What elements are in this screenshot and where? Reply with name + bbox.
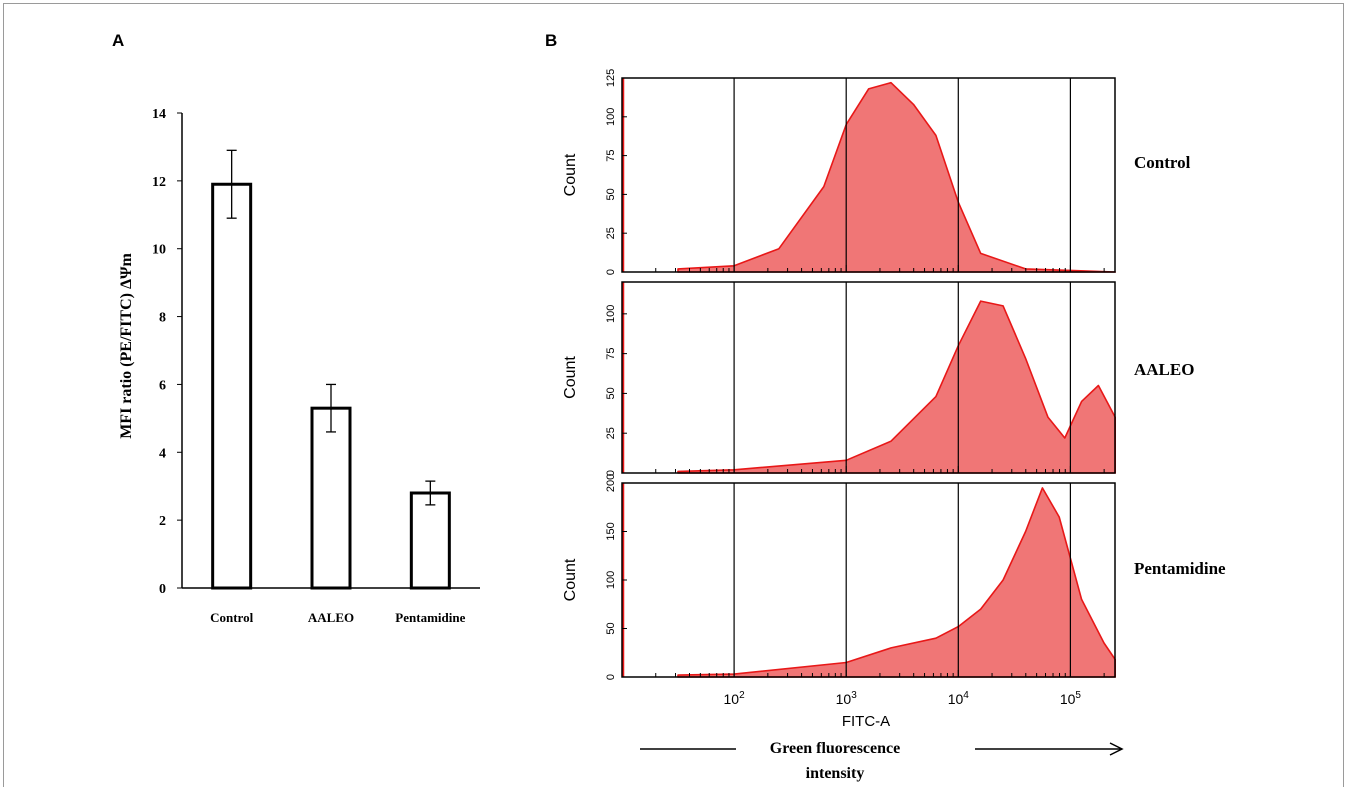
bar <box>310 406 352 590</box>
hist-y-tick-label: 100 <box>605 108 617 126</box>
hist-y-tick-label: 0 <box>605 470 617 476</box>
hist-y-tick-label: 50 <box>605 622 617 634</box>
panel-a-label: A <box>112 31 124 50</box>
hist-y-tick-label: 75 <box>605 149 617 161</box>
hist-y-tick-label: 125 <box>605 69 617 87</box>
hist-y-tick-label: 25 <box>605 227 617 239</box>
hist-y-tick-label: 50 <box>605 188 617 200</box>
bar-y-tick-label: 2 <box>159 514 166 529</box>
hist-y-tick-label: 25 <box>605 427 617 439</box>
bar-chart: MFI ratio (PE/FITC) ΔΨm 0 2 4 6 8 10 12 14 Contr… <box>118 107 480 625</box>
bar-category-label: Pentamidine <box>395 610 465 625</box>
histogram-area <box>677 81 1116 273</box>
bar-y-tick-label: 14 <box>152 107 166 122</box>
histogram-box <box>621 77 1116 273</box>
figure-border <box>3 3 1344 787</box>
hist-y-tick-label: 0 <box>605 674 617 680</box>
histogram-area <box>677 300 1116 474</box>
bar-y-axis-label: MFI ratio (PE/FITC) ΔΨm <box>118 253 135 439</box>
hist-y-axis-label: Count <box>562 356 579 399</box>
hist-y-tick-label: 0 <box>605 269 617 275</box>
hist-y-axis-label: Count <box>562 558 579 601</box>
bar-y-tick-label: 4 <box>159 446 166 461</box>
hist-y-tick-label: 150 <box>605 522 617 540</box>
bar-category-label: Control <box>210 610 253 625</box>
hist-x-axis-label: FITC-A <box>842 713 890 730</box>
hist-series-label: Pentamidine <box>1134 559 1226 578</box>
bar-y-tick-label: 8 <box>159 311 166 326</box>
bar-y-tick-label: 0 <box>159 582 166 597</box>
hist-y-axis-label: Count <box>562 153 579 196</box>
hist-y-tick-label: 50 <box>605 387 617 399</box>
bar-category-label: AALEO <box>308 610 354 625</box>
arrow-head-icon <box>1109 742 1124 756</box>
bar <box>211 182 253 590</box>
bar-y-tick-label: 6 <box>159 378 166 393</box>
bar <box>409 491 451 590</box>
hist-y-tick-label: 75 <box>605 348 617 360</box>
histogram-chart: 0 25 50 75 100 125 Count Control 0 25 50 75 100 Count… <box>562 69 1226 707</box>
panel-b-label: B <box>545 31 557 50</box>
hist-series-label: Control <box>1134 153 1191 172</box>
histogram-area <box>677 487 1116 678</box>
hist-x-tick-label: 104 <box>948 690 970 707</box>
bar-y-tick-label: 12 <box>152 175 166 190</box>
hist-y-tick-label: 100 <box>605 305 617 323</box>
bar-y-tick-label: 10 <box>152 243 166 258</box>
hist-series-label: AALEO <box>1134 360 1194 379</box>
hist-y-tick-label: 100 <box>605 571 617 589</box>
green-fluorescence-label: Green fluorescence <box>770 740 900 757</box>
hist-x-tick-label: 103 <box>836 690 858 707</box>
hist-x-tick-label: 105 <box>1060 690 1082 707</box>
intensity-label: intensity <box>806 765 865 782</box>
hist-x-tick-label: 102 <box>724 690 746 707</box>
hist-y-tick-label: 200 <box>605 474 617 492</box>
histogram-box <box>621 281 1116 474</box>
